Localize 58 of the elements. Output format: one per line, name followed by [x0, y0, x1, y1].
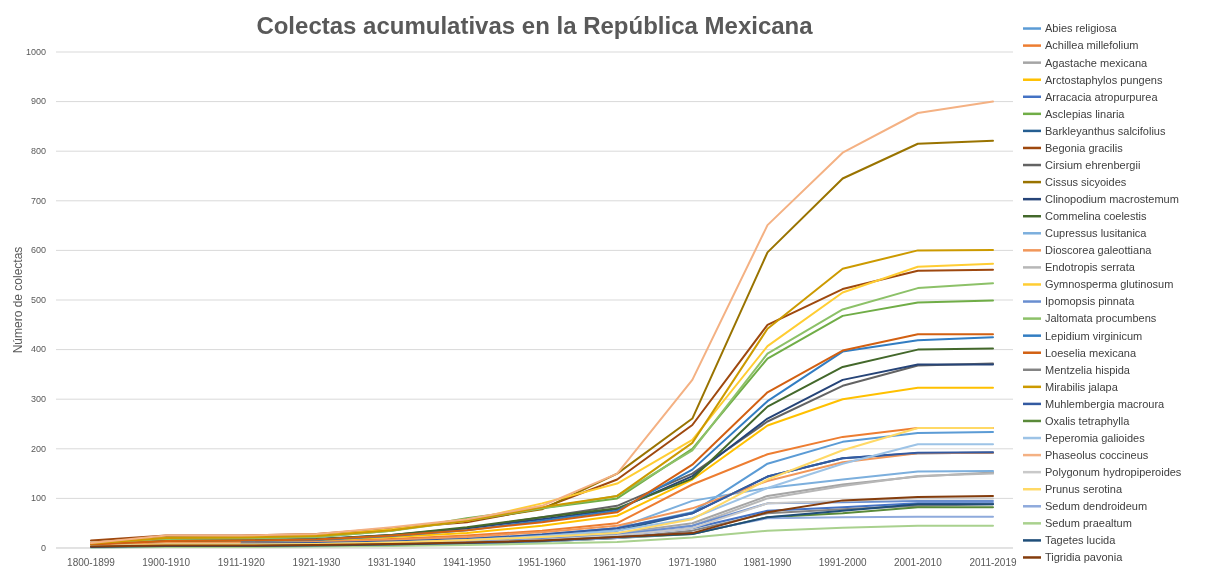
legend-label: Sedum praealtum [1045, 517, 1132, 530]
legend-label: Lepidium virginicum [1045, 329, 1143, 342]
x-tick-label: 1900-1910 [142, 557, 191, 568]
legend-label: Achillea millefolium [1045, 39, 1139, 52]
y-tick-label: 700 [30, 195, 46, 206]
x-tick-label: 1971-1980 [668, 557, 717, 568]
legend-label: Phaseolus coccineus [1045, 448, 1149, 461]
legend-label: Prunus serotina [1045, 483, 1123, 496]
x-tick-label: 1800-1899 [67, 557, 116, 568]
y-tick-label: 500 [30, 294, 46, 305]
legend-label: Polygonum hydropiperoides [1045, 466, 1182, 479]
y-tick-label: 900 [30, 96, 46, 107]
legend-label: Ipomopsis pinnata [1045, 295, 1136, 308]
x-tick-label: 1911-1920 [217, 557, 266, 568]
x-tick-label: 1931-1940 [367, 557, 417, 568]
legend-label: Clinopodium macrostemum [1045, 193, 1179, 206]
legend-label: Oxalis tetraphylla [1045, 414, 1131, 427]
legend-label: Gymnosperma glutinosum [1045, 278, 1174, 291]
legend-label: Abies religiosa [1045, 22, 1118, 35]
legend-label: Loeselia mexicana [1045, 346, 1137, 359]
y-tick-label: 0 [40, 542, 46, 553]
legend-label: Cirsium ehrenbergii [1045, 158, 1141, 171]
x-tick-label: 1951-1960 [518, 557, 567, 568]
legend-label: Peperomia galioides [1045, 431, 1146, 444]
legend-label: Cupressus lusitanica [1045, 227, 1148, 240]
chart-title: Colectas acumulativas en la República Mexicana [256, 12, 814, 39]
x-tick-label: 1961-1970 [593, 557, 642, 568]
x-tick-label: 1941-1950 [442, 557, 492, 568]
y-tick-label: 800 [30, 146, 46, 157]
legend-label: Cissus sicyoides [1045, 175, 1127, 188]
y-tick-label: 200 [30, 443, 46, 454]
y-tick-label: 1000 [25, 46, 46, 57]
x-tick-label: 2011-2019 [969, 557, 1017, 568]
x-tick-label: 1991-2000 [818, 557, 868, 568]
y-axis-title: Número de colectas [11, 246, 25, 354]
legend-label: Agastache mexicana [1045, 56, 1148, 69]
legend-label: Arracacia atropurpurea [1045, 90, 1159, 103]
legend-label: Dioscorea galeottiana [1045, 244, 1153, 257]
y-tick-label: 300 [30, 394, 46, 405]
legend-label: Asclepias linaria [1045, 107, 1126, 120]
y-tick-label: 600 [30, 245, 46, 256]
legend-label: Jaltomata procumbens [1045, 312, 1157, 325]
legend-label: Barkleyanthus salcifolius [1045, 124, 1166, 137]
legend-label: Arctostaphylos pungens [1045, 73, 1163, 86]
legend-label: Begonia gracilis [1045, 141, 1124, 154]
legend-label: Muhlembergia macroura [1045, 397, 1166, 410]
legend-label: Endotropis serrata [1045, 261, 1136, 274]
x-tick-label: 1921-1930 [292, 557, 341, 568]
legend-label: Mentzelia hispida [1045, 363, 1131, 376]
legend-label: Mirabilis jalapa [1045, 380, 1119, 393]
legend-label: Sedum dendroideum [1045, 500, 1148, 513]
x-tick-label: 2001-2010 [893, 557, 943, 568]
y-tick-label: 400 [30, 344, 46, 355]
y-tick-label: 100 [30, 493, 46, 504]
legend-label: Tigridia pavonia [1045, 551, 1124, 564]
legend-label: Tagetes lucida [1045, 534, 1117, 547]
legend-label: Commelina coelestis [1045, 210, 1147, 223]
x-tick-label: 1981-1990 [743, 557, 792, 568]
